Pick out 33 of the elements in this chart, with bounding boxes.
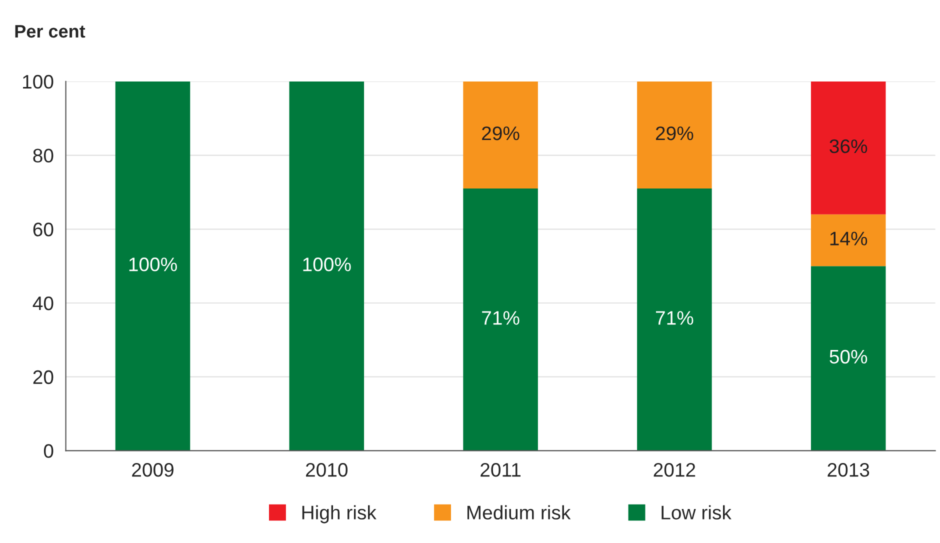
legend-label: High risk [302,505,376,524]
data-label: 14% [830,232,868,246]
bar [810,266,886,451]
bar [289,81,364,451]
y-axis-title: Per cent [15,25,86,38]
x-tick-label: 2011 [480,463,521,477]
bar [810,214,886,266]
y-tick-label: 40 [32,296,54,310]
x-tick-label: 2010 [306,463,348,477]
x-tick-label: 2012 [654,463,696,477]
legend-label: Medium risk [467,505,571,520]
y-tick-label: 80 [33,148,54,163]
x-tick-label: 2013 [828,463,870,477]
y-tick-label: 100 [23,74,54,89]
y-tick-label: 60 [33,222,54,236]
data-label: 29% [482,126,520,140]
data-label: 100% [129,258,177,272]
data-label: 71% [656,311,694,325]
legend-label: Low risk [662,505,732,520]
bar [463,188,538,451]
bar [637,81,712,189]
y-tick-label: 20 [33,370,54,384]
data-label: 36% [830,139,868,154]
data-label: 50% [830,350,868,364]
bar [463,81,538,189]
data-label: 100% [303,258,351,272]
x-tick-label: 2009 [132,463,174,477]
bar [637,188,712,451]
data-label: 29% [656,126,694,140]
data-label: 71% [482,311,520,325]
bar [115,81,190,451]
bar [810,81,886,214]
y-tick-label: 0 [44,444,54,458]
